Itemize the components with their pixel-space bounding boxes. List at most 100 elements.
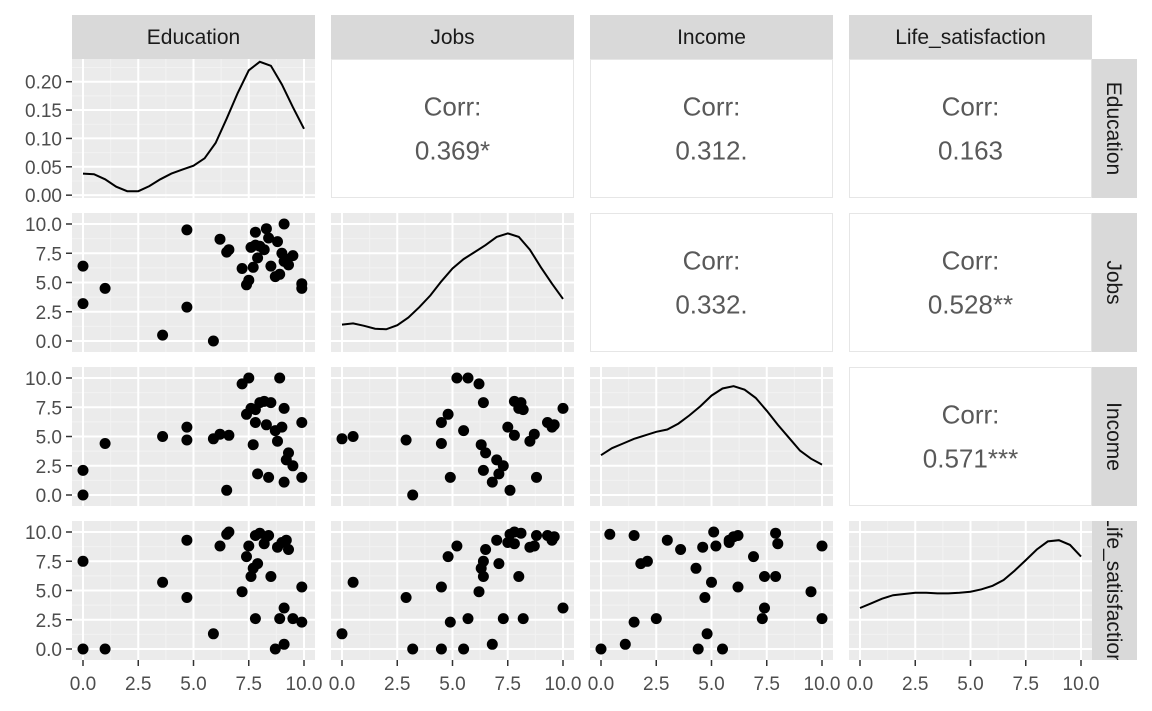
scatter-point — [508, 395, 520, 407]
scatter-point — [759, 571, 770, 582]
scatter-point — [181, 434, 193, 446]
scatter-point — [265, 397, 277, 409]
strip-label-top: Income — [677, 26, 746, 49]
strip-label-right: Income — [1102, 402, 1125, 471]
scatter-point — [287, 613, 299, 625]
x-tick-label: 2.5 — [643, 674, 669, 695]
x-tick-label: 5.0 — [180, 674, 206, 695]
strip-label-top: Education — [147, 26, 240, 49]
density-curve — [600, 385, 823, 466]
corr-value: 0.332. — [675, 290, 747, 320]
scatter-point — [635, 558, 647, 570]
scatter-point — [347, 431, 359, 442]
scatter-point — [274, 268, 286, 280]
scatter-point — [502, 537, 514, 548]
strip-label-right: Life_satisfaction — [1102, 515, 1125, 666]
x-tick-label: 10.0 — [286, 674, 323, 695]
corr-value: 0.163 — [938, 136, 1003, 166]
scatter-point — [473, 378, 485, 390]
scatter-point — [249, 613, 261, 625]
scatter-point — [595, 643, 607, 655]
scatter-point — [77, 489, 89, 501]
x-tick-label: 0.0 — [847, 674, 873, 695]
x-tick-label: 0.0 — [70, 674, 96, 695]
scatter-point — [181, 421, 193, 433]
scatter-point — [283, 447, 294, 459]
scatter-point — [263, 471, 275, 483]
scatter-point — [214, 540, 226, 552]
scatter-point — [269, 643, 281, 655]
scatter-point — [772, 538, 784, 550]
scatter-point — [480, 447, 492, 459]
scatter-point — [816, 613, 828, 625]
corr-value: 0.571*** — [923, 444, 1018, 474]
scatter-point — [296, 282, 308, 294]
y-tick-label: 0.0 — [36, 640, 62, 661]
y-tick-label: 10.0 — [25, 215, 62, 236]
scatter-point — [650, 613, 662, 625]
scatter-point — [770, 527, 782, 539]
scatter-point — [265, 571, 277, 582]
scatter-point — [260, 223, 272, 235]
corr-panel — [849, 213, 1092, 352]
scatter-point — [697, 541, 709, 553]
scatter-point — [221, 484, 233, 496]
scatter-point — [473, 586, 485, 598]
scatter-point — [451, 540, 463, 552]
scatter-point — [708, 526, 720, 538]
scatter-point — [272, 435, 283, 447]
corr-value: 0.369* — [415, 136, 490, 166]
scatter-point — [243, 540, 255, 552]
scatter-point — [517, 613, 529, 625]
scatter-point — [504, 484, 516, 496]
scatter-point — [486, 476, 498, 488]
scatter-point — [748, 551, 759, 563]
scatter-point — [770, 571, 782, 582]
x-tick-label: 2.5 — [125, 674, 151, 695]
scatter-point — [710, 540, 722, 552]
scatter-point — [278, 602, 290, 614]
scatter-point — [283, 259, 294, 271]
scatter-point — [258, 244, 270, 256]
x-tick-label: 5.0 — [957, 674, 983, 695]
scatter-point — [759, 602, 770, 614]
scatter-point — [497, 460, 509, 472]
scatter-point — [475, 439, 487, 451]
scatter-point — [442, 551, 454, 563]
scatter-point — [531, 530, 542, 541]
scatter-point — [252, 558, 264, 570]
scatter-point — [619, 638, 631, 650]
corr-value: 0.312. — [675, 136, 747, 166]
y-tick-label: 0.05 — [25, 158, 62, 179]
scatter-point — [805, 586, 817, 598]
y-tick-label: 7.5 — [36, 552, 62, 573]
scatter-point — [181, 592, 193, 603]
scatter-point — [214, 428, 226, 440]
scatter-point — [548, 419, 560, 431]
scatter-point — [690, 562, 702, 574]
scatter-point — [491, 534, 503, 546]
corr-label: Corr: — [942, 246, 1000, 276]
strip-right-group: Education — [1102, 82, 1125, 175]
scatter-point — [272, 236, 283, 248]
scatter-point — [557, 402, 569, 414]
scatter-point — [444, 616, 456, 628]
strip-top-life_satisfaction — [849, 15, 1092, 59]
density-curve — [859, 539, 1082, 609]
scatter-point — [260, 419, 272, 431]
corr-panel — [590, 59, 833, 198]
x-tick-label: 0.0 — [329, 674, 355, 695]
scatter-point — [816, 540, 828, 552]
scatter-point — [274, 613, 286, 625]
scatter-point — [181, 301, 193, 313]
x-tick-label: 2.5 — [902, 674, 928, 695]
scatter-point — [493, 558, 505, 570]
scatter-point — [486, 638, 498, 650]
x-tick-label: 7.5 — [236, 674, 262, 695]
density-curve — [82, 60, 305, 193]
strip-label-right: Jobs — [1102, 260, 1125, 304]
scatter-point — [223, 526, 235, 538]
scatter-point — [77, 555, 89, 567]
scatter-point — [99, 438, 111, 449]
corr-label: Corr: — [683, 92, 741, 122]
